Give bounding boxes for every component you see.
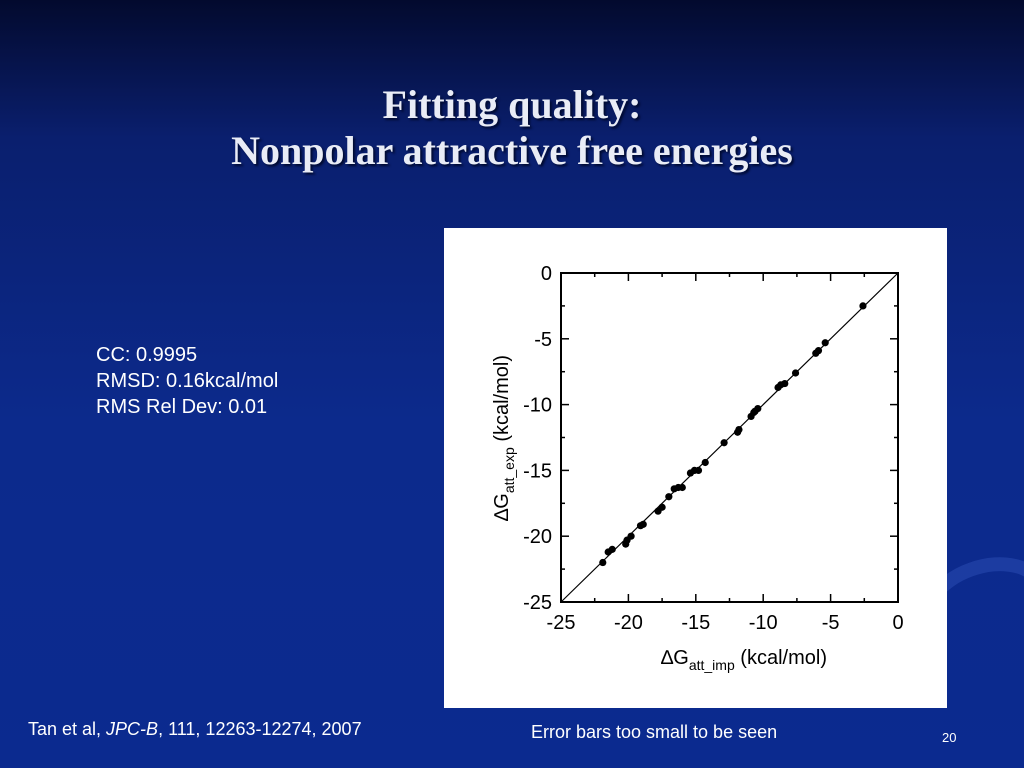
data-point [694,466,703,474]
data-point [627,532,635,540]
x-axis-label-base: G [673,647,689,669]
x-tick-label: -25 [547,612,576,634]
x-tick-label: -5 [822,612,840,634]
fit-statistics: CC: 0.9995 RMSD: 0.16kcal/mol RMS Rel De… [96,342,278,420]
citation-journal: JPC-B [106,719,159,739]
data-point [781,379,789,388]
y-tick-label: -10 [523,395,552,417]
data-point [814,347,823,355]
data-point [599,558,607,567]
chart-panel: -25 -20 -15 -10 -5 0 -25 -20 -15 -10 -5 0 ∆Gatt_imp… [444,228,947,708]
y-axis-label-unit: (kcal/mol) [491,355,513,447]
stat-cc: CC: 0.9995 [96,344,198,366]
data-point [754,404,762,413]
y-axis-label: ∆Gatt_exp (kcal/mol) [491,355,517,521]
y-tick-label: -25 [523,592,552,614]
scatter-chart: -25 -20 -15 -10 -5 0-25-20-15-10-50 ∆Gatt_imp… [491,263,904,673]
data-point [665,493,673,501]
data-point [639,520,647,528]
x-tick-label: -15 [681,612,710,634]
identity-line [560,272,899,603]
slide-title-line-1: Fitting quality: [382,82,642,127]
stat-rmsd: RMSD: 0.16kcal/mol [96,370,279,392]
data-point [701,458,709,467]
y-axis-label-sub: att_exp [501,447,517,493]
slide-title: Fitting quality: Nonpolar attractive fre… [0,82,1024,174]
data-point [821,339,829,347]
citation-prefix: Tan et al, [28,719,107,739]
y-tick-label: -5 [534,329,552,351]
x-axis-label-delta: ∆ [661,647,674,669]
x-axis-label-unit: (kcal/mol) [735,647,827,669]
x-tick-label: -10 [749,612,778,634]
slide-title-line-2: Nonpolar attractive free energies [231,128,793,173]
data-point [658,503,666,511]
page-number: 20 [942,730,957,745]
citation-suffix: , 111, 12263-12274, 2007 [158,719,362,739]
data-point [859,302,867,310]
data-point [678,483,686,492]
data-point [608,545,616,553]
stat-rms-rel-dev: RMS Rel Dev: 0.01 [96,396,268,418]
data-point [720,439,728,447]
error-bar-note: Error bars too small to be seen [531,722,778,742]
data-point [735,426,743,434]
y-tick-label: -20 [523,526,552,548]
x-axis-label: ∆Gatt_imp (kcal/mol) [661,647,827,673]
citation: Tan et al, JPC-B, 111, 12263-12274, 2007 [28,719,362,740]
y-axis-label-base: G [491,493,513,509]
y-tick-label: -15 [523,460,552,482]
data-point [791,369,800,377]
y-axis-label-delta: ∆ [491,508,513,521]
x-axis-label-sub: att_imp [689,657,735,673]
x-tick-label: -20 [614,612,643,634]
x-tick-label: 0 [892,612,903,634]
y-tick-label: 0 [541,263,552,285]
